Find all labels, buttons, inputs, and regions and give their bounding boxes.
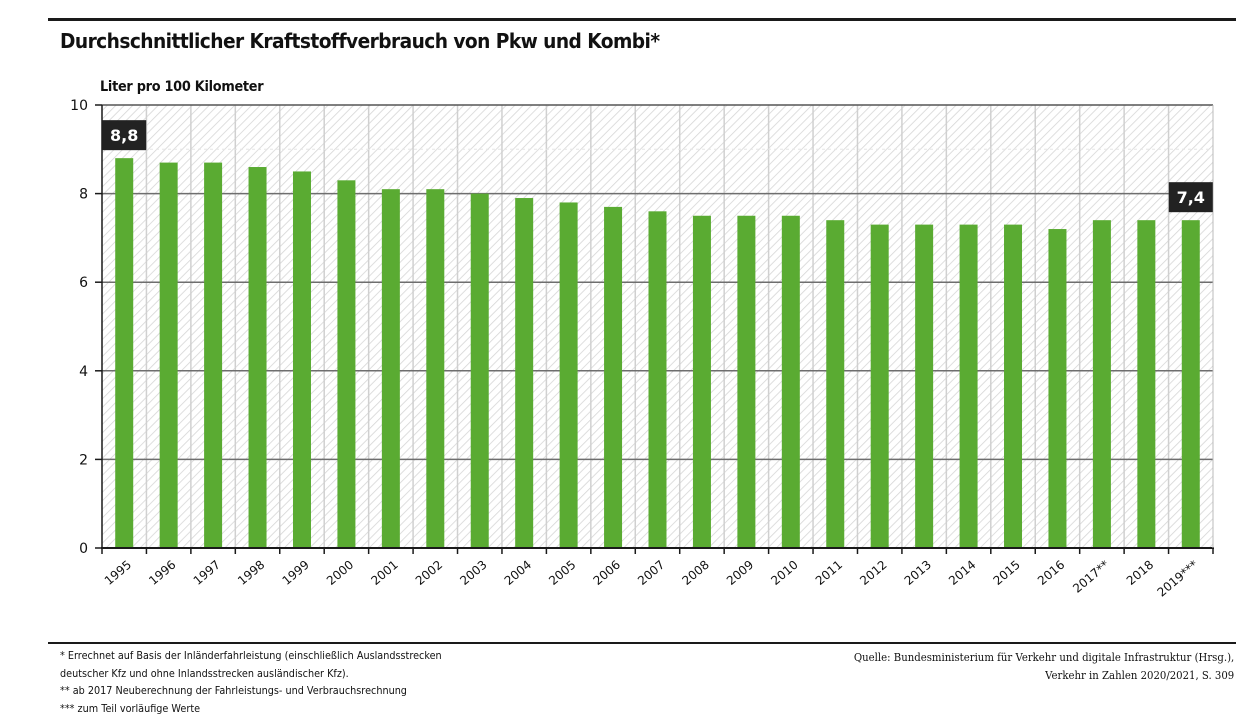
x-tick-label: 2006 <box>591 558 623 588</box>
x-tick-label: 1996 <box>146 558 178 588</box>
bar-2007 <box>648 211 667 548</box>
y-tick-label: 8 <box>79 187 88 203</box>
x-tick-label: 2013 <box>902 558 934 588</box>
x-tick-label: 2012 <box>857 558 889 588</box>
bar-2015 <box>1004 224 1023 549</box>
bar-2013 <box>915 224 934 549</box>
x-tick-label: 2010 <box>768 558 800 588</box>
value-annotation: 8,8 <box>102 120 147 151</box>
bar-2004 <box>515 198 534 548</box>
y-axis-label: Liter pro 100 Kilometer <box>100 79 264 95</box>
footnote: ** ab 2017 Neuberechnung der Fahrleistun… <box>60 685 407 697</box>
x-tick-label: 2015 <box>991 558 1023 588</box>
bar-1995 <box>115 158 134 548</box>
y-tick-label: 4 <box>79 364 88 380</box>
y-tick-label: 2 <box>79 452 88 468</box>
bar-1996 <box>159 162 178 548</box>
footnote: *** zum Teil vorläufige Werte <box>60 702 201 715</box>
x-tick-label: 2016 <box>1035 558 1067 588</box>
y-tick-label: 0 <box>79 541 88 557</box>
x-tick-label: 2019*** <box>1155 558 1201 600</box>
x-tick-label: 2001 <box>368 558 400 588</box>
bar-1997 <box>204 162 223 548</box>
annotation-box <box>1168 182 1213 213</box>
x-tick-label: 2008 <box>679 558 711 588</box>
x-tick-label: 1997 <box>191 558 223 588</box>
x-tick-label: 2003 <box>457 558 489 588</box>
bar-1999 <box>292 171 311 548</box>
bar-2000 <box>337 180 356 548</box>
annotation-label: 8,8 <box>110 126 138 145</box>
annotation-box <box>102 120 147 151</box>
bar-2012 <box>870 224 889 549</box>
value-annotation: 7,4 <box>1168 182 1213 213</box>
source-citation: Quelle: Bundesministerium für Verkehr un… <box>854 648 1234 684</box>
footnote: deutscher Kfz und ohne Inlandsstrecken a… <box>60 667 349 680</box>
x-tick-label: 2017** <box>1070 558 1112 596</box>
bar-1998 <box>248 167 267 548</box>
x-tick-label: 2011 <box>813 558 845 588</box>
chart-title: Durchschnittlicher Kraftstoffverbrauch v… <box>60 29 660 53</box>
x-tick-label: 1995 <box>102 558 134 588</box>
bar-2002 <box>426 189 445 549</box>
y-tick-label: 6 <box>79 275 88 291</box>
top-rule <box>48 18 1236 21</box>
y-tick-label: 10 <box>70 98 88 114</box>
bar-2008 <box>692 215 711 548</box>
bar-2010 <box>781 215 800 548</box>
bar-2003 <box>470 193 489 548</box>
x-tick-label: 2004 <box>502 558 534 588</box>
x-tick-label: 2007 <box>635 558 667 588</box>
x-tick-label: 1999 <box>280 558 312 588</box>
bar-2009 <box>737 215 756 548</box>
bar-2018 <box>1137 220 1156 548</box>
bar-2016 <box>1048 229 1067 549</box>
footnote: * Errechnet auf Basis der Inländerfahrle… <box>60 650 442 662</box>
bar-2019 <box>1181 220 1200 548</box>
annotation-label: 7,4 <box>1177 188 1205 207</box>
bar-2011 <box>826 220 845 548</box>
bar-chart: 0 2 4 6 8 10 1995 1996 1997 1998 1999 2000 2001 2002… <box>70 98 1214 600</box>
x-tick-label: 1998 <box>235 558 267 588</box>
bar-2017 <box>1092 220 1111 548</box>
x-tick-label: 2009 <box>724 558 756 588</box>
x-tick-label: 2018 <box>1124 558 1156 588</box>
x-tick-label: 2005 <box>546 558 578 588</box>
bar-2005 <box>559 202 578 548</box>
source-line: Quelle: Bundesministerium für Verkehr un… <box>853 650 1234 664</box>
footnotes: * Errechnet auf Basis der Inländerfahrle… <box>60 648 442 718</box>
bar-2006 <box>604 206 623 548</box>
x-tick-label: 2002 <box>413 558 445 588</box>
bar-2001 <box>381 189 400 549</box>
source-line: Verkehr in Zahlen 2020/2021, S. 309 <box>1044 668 1234 682</box>
x-tick-label: 2014 <box>946 558 978 588</box>
bar-2014 <box>959 224 978 549</box>
footer-rule <box>48 642 1236 644</box>
x-tick-label: 2000 <box>324 558 356 588</box>
